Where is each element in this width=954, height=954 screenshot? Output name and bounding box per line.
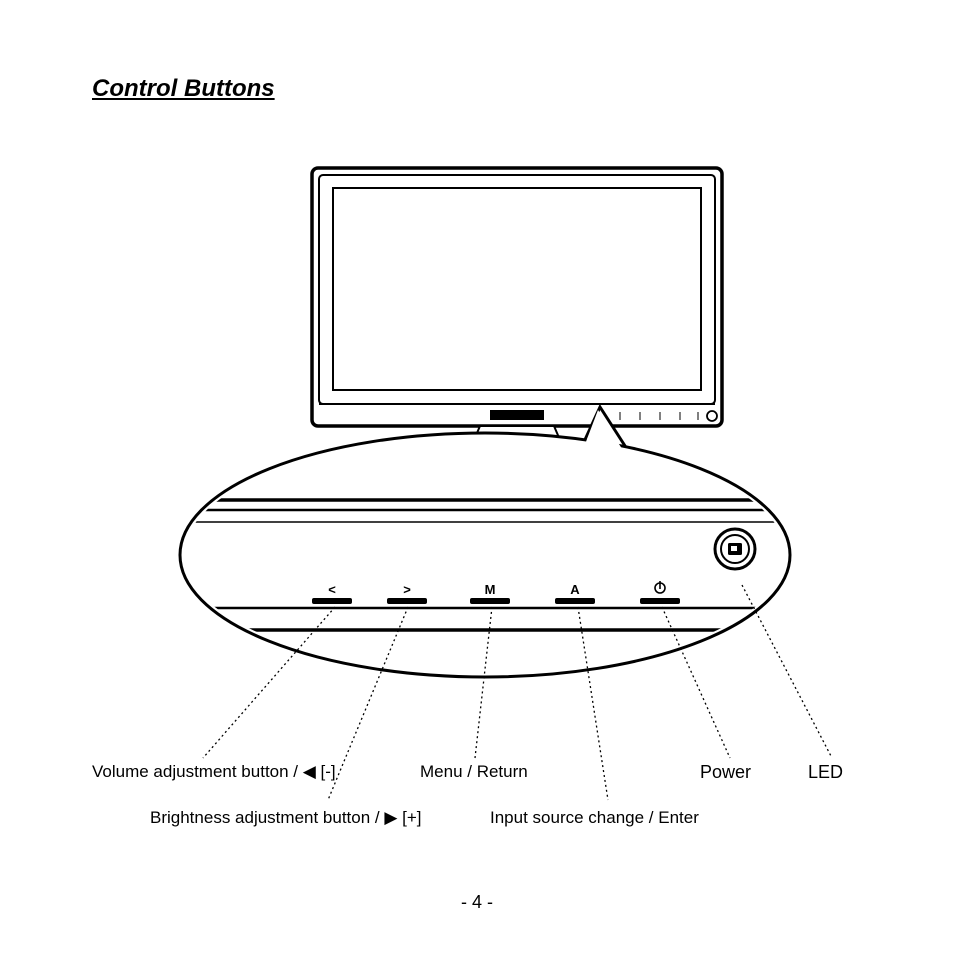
panel-logo-badge	[715, 529, 755, 569]
label-brightness: Brightness adjustment button / ▶ [+]	[150, 808, 422, 828]
callout-ellipse	[180, 433, 790, 677]
label-input: Input source change / Enter	[490, 808, 699, 828]
page: Control Buttons	[0, 0, 954, 954]
left-arrow-icon: <	[328, 582, 336, 597]
auto-a-icon: A	[570, 582, 580, 597]
label-menu: Menu / Return	[420, 762, 528, 782]
menu-m-icon: M	[485, 582, 496, 597]
page-number: - 4 -	[0, 892, 954, 913]
label-led: LED	[808, 762, 843, 783]
monitor-brand-logo	[490, 410, 544, 420]
label-volume: Volume adjustment button / ◀ [-]	[92, 762, 336, 782]
monitor-screen	[333, 188, 701, 390]
control-buttons-diagram: < > M A	[0, 0, 954, 954]
right-arrow-icon: >	[403, 582, 411, 597]
label-power: Power	[700, 762, 751, 783]
